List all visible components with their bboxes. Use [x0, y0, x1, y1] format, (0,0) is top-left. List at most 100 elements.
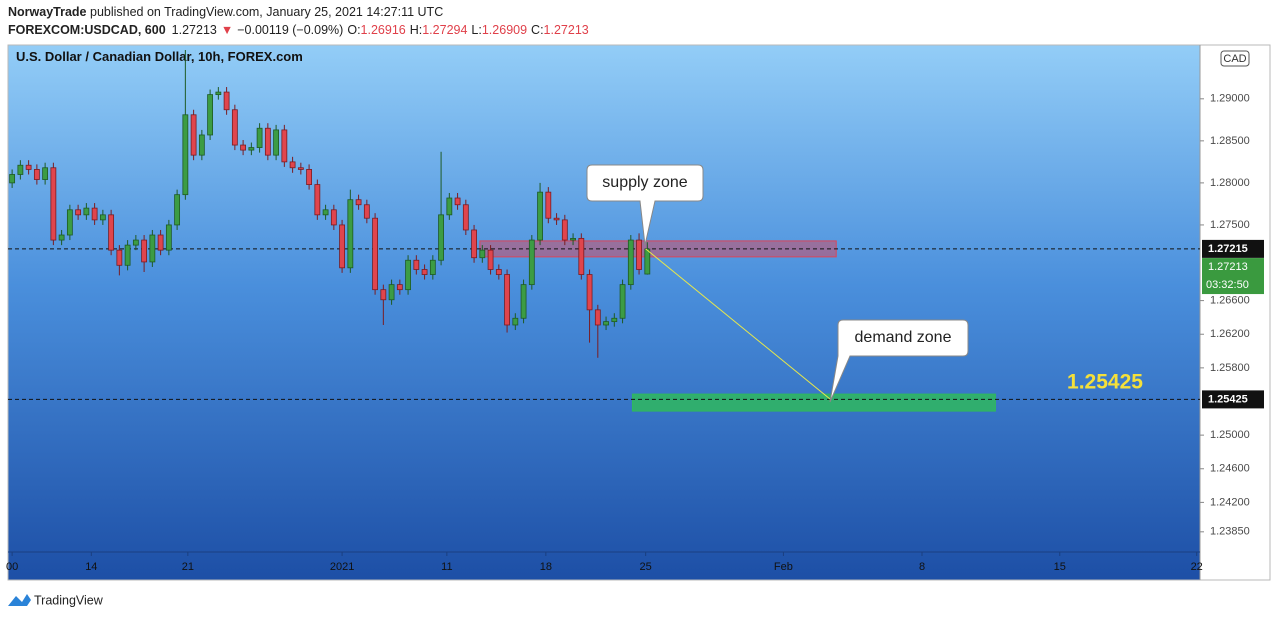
ohlc-value: 1.27213 [544, 23, 589, 37]
candle-body [355, 199, 362, 206]
candle-body [231, 109, 238, 146]
candle-body [363, 204, 370, 219]
level-tag [1202, 239, 1264, 258]
candle-body [9, 174, 16, 184]
candle-body [454, 197, 461, 206]
candle-body [603, 321, 609, 326]
x-tick-label: Feb [774, 561, 793, 573]
candle-body [75, 209, 82, 216]
candle-body [636, 239, 642, 270]
x-tick-label: 14 [85, 561, 97, 573]
candle-body [495, 269, 502, 275]
candle-body [190, 114, 197, 156]
candle-body [504, 274, 510, 326]
candle-body [347, 199, 354, 269]
candle-body [438, 214, 444, 261]
candle-body [421, 269, 428, 275]
y-tick-label: 1.23850 [1210, 526, 1250, 538]
candle-body [578, 237, 585, 275]
candle-body [388, 284, 395, 301]
ohlc-label: L: [471, 23, 481, 37]
demand-callout-text: demand zone [855, 329, 952, 346]
candle-body [99, 214, 106, 221]
arrow-line [645, 248, 831, 400]
x-tick-label: 18 [540, 561, 552, 573]
publish-line: NorwayTrade published on TradingView.com… [8, 5, 443, 19]
last-price-label: 1.27213 [1208, 261, 1248, 273]
candle-body [297, 167, 304, 170]
candle-body [50, 167, 57, 241]
y-tick-label: 1.26200 [1210, 328, 1250, 340]
y-tick-label: 1.24600 [1210, 463, 1250, 475]
candle-body [83, 207, 90, 216]
candle-body [264, 127, 271, 156]
x-tick-label: 25 [640, 561, 652, 573]
candle-body [627, 239, 634, 286]
candle-body [182, 114, 189, 196]
last: 1.27213 [172, 23, 217, 37]
x-tick-label: 11 [441, 561, 452, 573]
candle-body [42, 167, 49, 180]
candle-body [108, 214, 115, 251]
currency: CAD [1223, 53, 1246, 65]
supply-callout-text: supply zone [602, 174, 687, 191]
demand-callout [829, 319, 969, 403]
candle-body [512, 317, 519, 326]
candle-body [215, 91, 222, 96]
candle-body [405, 259, 411, 291]
x-tick-label: 15 [1054, 561, 1066, 573]
candle-body [223, 91, 230, 111]
last-price-tag [1202, 258, 1264, 295]
candle-body [25, 164, 32, 170]
brand: TradingView [34, 593, 104, 607]
candle-body [33, 169, 40, 180]
candle-body [322, 209, 329, 216]
x-tick-label: 21 [182, 561, 194, 573]
candle-body [165, 224, 172, 251]
candle-body [561, 219, 568, 241]
x-tick-label: 00 [6, 561, 18, 573]
candle-body [462, 204, 469, 231]
zone [631, 393, 996, 412]
candle-body [256, 127, 263, 148]
candle-body [174, 194, 181, 226]
y-tick-label: 1.24200 [1210, 496, 1250, 508]
logo [8, 594, 31, 606]
symbol: FOREXCOM:USDCAD, 600 [8, 23, 166, 37]
chart-title: U.S. Dollar / Canadian Dollar, 10h, FORE… [16, 49, 303, 64]
candle-body [91, 207, 98, 221]
candle-body [330, 209, 337, 226]
candle-body [644, 248, 651, 275]
candle-body [149, 234, 156, 263]
candle-body [207, 94, 214, 136]
x-tick-label: 2021 [330, 561, 354, 573]
plot-background [8, 45, 1200, 580]
level-tag-label: 1.27215 [1208, 243, 1248, 255]
candle-body [537, 191, 543, 241]
candle-body [273, 129, 279, 156]
candle-body [372, 217, 378, 291]
candle-body [586, 274, 593, 311]
candle-body [306, 169, 312, 185]
candle-body [570, 237, 576, 241]
candle-body [520, 284, 527, 319]
candle-body [553, 217, 560, 221]
ohlc-label: O: [347, 23, 360, 37]
ohlc-value: 1.26916 [361, 23, 406, 37]
candle-body [17, 164, 24, 175]
candle-body [339, 224, 345, 269]
candle-body [116, 249, 123, 266]
x-tick-label: 8 [919, 561, 925, 573]
ohlc-label: C: [531, 23, 544, 37]
y-tick-label: 1.29000 [1210, 93, 1250, 105]
chart-frame [7, 44, 1271, 581]
candle-body [314, 184, 321, 216]
candle-body [396, 284, 403, 291]
candle-body [157, 234, 164, 251]
price-axis-background [1200, 45, 1270, 580]
candle-body [611, 317, 618, 323]
y-tick-label: 1.26600 [1210, 295, 1250, 307]
ohlc-value: 1.26909 [482, 23, 527, 37]
